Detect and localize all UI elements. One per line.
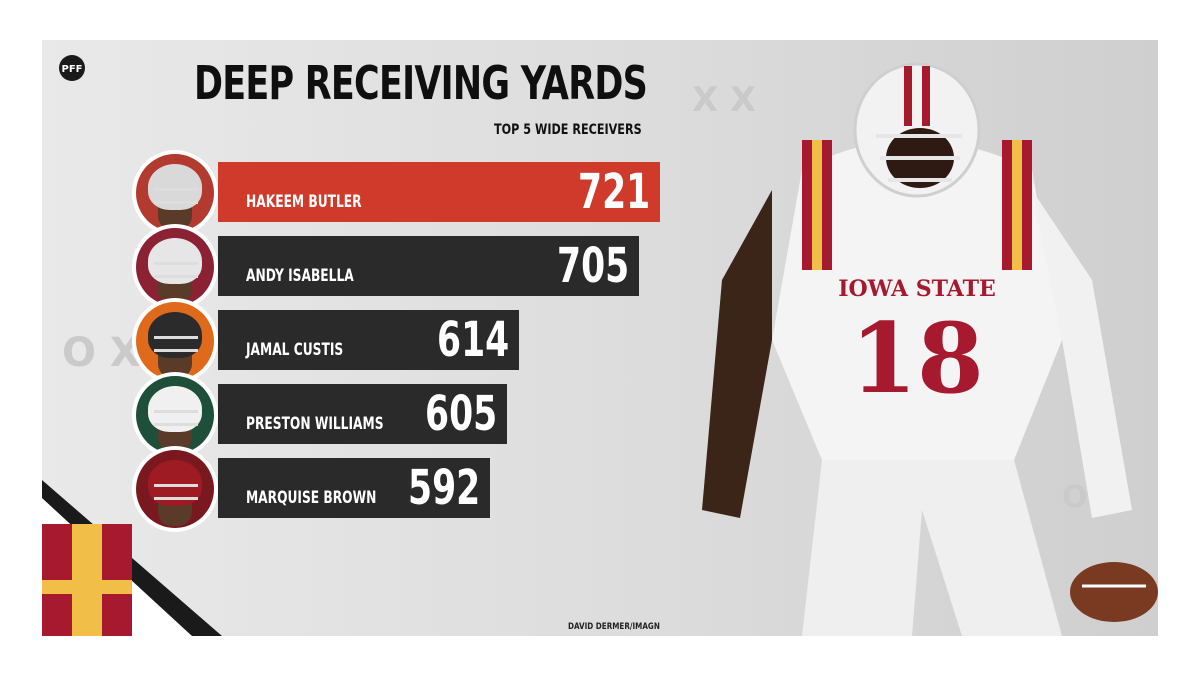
bar-chart: HAKEEM BUTLER 721 ANDY ISABELLA 705 JAMAL CU… [42, 40, 742, 636]
bar-category-label: PRESTON WILLIAMS [246, 414, 384, 434]
chart-subtitle: TOP 5 WIDE RECEIVERS [494, 122, 642, 138]
helmet-stripe [922, 66, 930, 126]
bar-value-label: 605 [424, 386, 497, 442]
chart-row: HAKEEM BUTLER 721 [42, 150, 742, 236]
player-avatar [132, 446, 218, 532]
photo-credit: DAVID DERMER/IMAGN [568, 622, 660, 632]
playbook-watermark-2: X X [692, 80, 757, 120]
player-avatar [132, 224, 218, 310]
jersey-number: 18 [850, 302, 984, 415]
featured-player-photo: IOWA STATE 18 [662, 40, 1158, 636]
facemask-icon [154, 410, 198, 426]
chart-bar: MARQUISE BROWN 592 [218, 458, 490, 518]
jersey [772, 140, 1062, 460]
facemask [876, 134, 962, 182]
pff-logo-icon: PFF [59, 55, 85, 81]
chart-row: JAMAL CUSTIS 614 [42, 298, 742, 384]
player-illustration: IOWA STATE 18 [702, 62, 1158, 636]
football-icon [1070, 562, 1158, 622]
player-avatar [132, 372, 218, 458]
bar-value-label: 705 [556, 238, 629, 294]
right-arm [1032, 190, 1132, 518]
graphic-canvas: O X X X O # PFF DEEP RECEIVING YARDS TOP… [42, 40, 1158, 636]
facemask-icon [154, 484, 198, 500]
left-arm [702, 190, 772, 518]
avatar-photo [136, 450, 214, 528]
facemask-icon [154, 188, 198, 204]
bar-value-label: 592 [407, 460, 480, 516]
avatar-photo [136, 154, 214, 232]
playbook-watermark-1: O X [62, 330, 141, 376]
chart-title: DEEP RECEIVING YARDS [194, 56, 648, 110]
jersey-team-text: IOWA STATE [838, 276, 996, 302]
avatar-photo [136, 376, 214, 454]
chart-row: MARQUISE BROWN 592 [42, 446, 742, 532]
shoulder-stripe-left-gold [812, 140, 822, 270]
pff-logo-text: PFF [62, 64, 83, 75]
bar-category-label: MARQUISE BROWN [246, 488, 377, 508]
bar-value-label: 721 [577, 164, 650, 220]
bar-value-label: 614 [436, 312, 509, 368]
avatar-photo [136, 228, 214, 306]
player-avatar [132, 298, 218, 384]
pants [802, 460, 1062, 636]
chart-bar: ANDY ISABELLA 705 [218, 236, 639, 296]
bar-category-label: JAMAL CUSTIS [246, 340, 344, 360]
chart-bar: JAMAL CUSTIS 614 [218, 310, 519, 370]
chart-bar: PRESTON WILLIAMS 605 [218, 384, 507, 444]
helmet-stripe [904, 66, 912, 126]
avatar-photo [136, 302, 214, 380]
chart-row: PRESTON WILLIAMS 605 [42, 372, 742, 458]
chart-row: ANDY ISABELLA 705 [42, 224, 742, 310]
facemask-icon [154, 336, 198, 352]
bar-category-label: HAKEEM BUTLER [246, 192, 362, 212]
chart-bar: HAKEEM BUTLER 721 [218, 162, 660, 222]
iowa-state-logo-icon [42, 480, 222, 636]
bar-category-label: ANDY ISABELLA [246, 266, 354, 286]
facemask-icon [154, 262, 198, 278]
shoulder-stripe-right-gold [1012, 140, 1022, 270]
